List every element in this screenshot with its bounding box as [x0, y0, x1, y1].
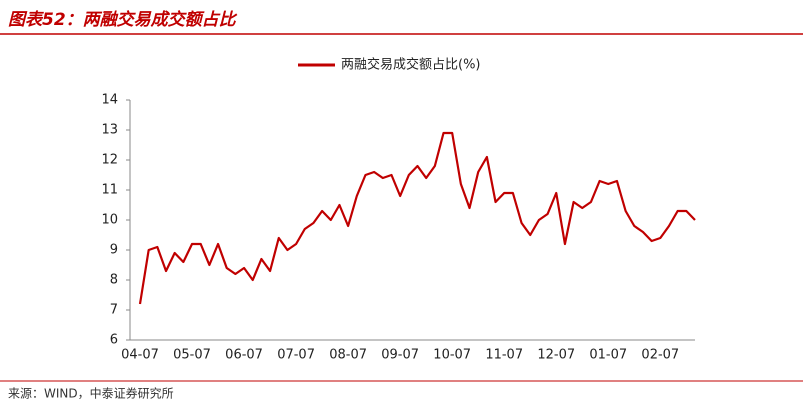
x-tick-label: 02-07	[641, 348, 679, 363]
y-tick-label: 9	[110, 243, 118, 258]
x-tick-label: 04-07	[121, 348, 159, 363]
y-tick-label: 7	[110, 303, 118, 318]
x-tick-label: 06-07	[225, 348, 263, 363]
line-series	[138, 131, 696, 305]
source: 来源：WIND，中泰证券研究所	[8, 386, 174, 401]
y-tick-label: 6	[110, 333, 118, 348]
chart-title: 图表52：两融交易成交额占比	[8, 10, 238, 30]
x-tick-label: 10-07	[433, 348, 471, 363]
y-tick-label: 10	[101, 213, 118, 228]
x-tick-label: 08-07	[329, 348, 367, 363]
y-tick-label: 8	[110, 273, 118, 288]
y-tick-label: 14	[101, 93, 118, 108]
x-tick-label: 01-07	[589, 348, 627, 363]
x-tick-label: 12-07	[537, 348, 575, 363]
y-tick-label: 13	[101, 123, 118, 138]
y-tick-label: 12	[101, 153, 118, 168]
x-tick-label: 05-07	[173, 348, 211, 363]
legend-label: 两融交易成交额占比(%)	[341, 57, 481, 73]
x-tick-label: 09-07	[381, 348, 419, 363]
x-tick-label: 11-07	[485, 348, 523, 363]
y-tick-label: 11	[101, 183, 118, 198]
x-tick-label: 07-07	[277, 348, 315, 363]
